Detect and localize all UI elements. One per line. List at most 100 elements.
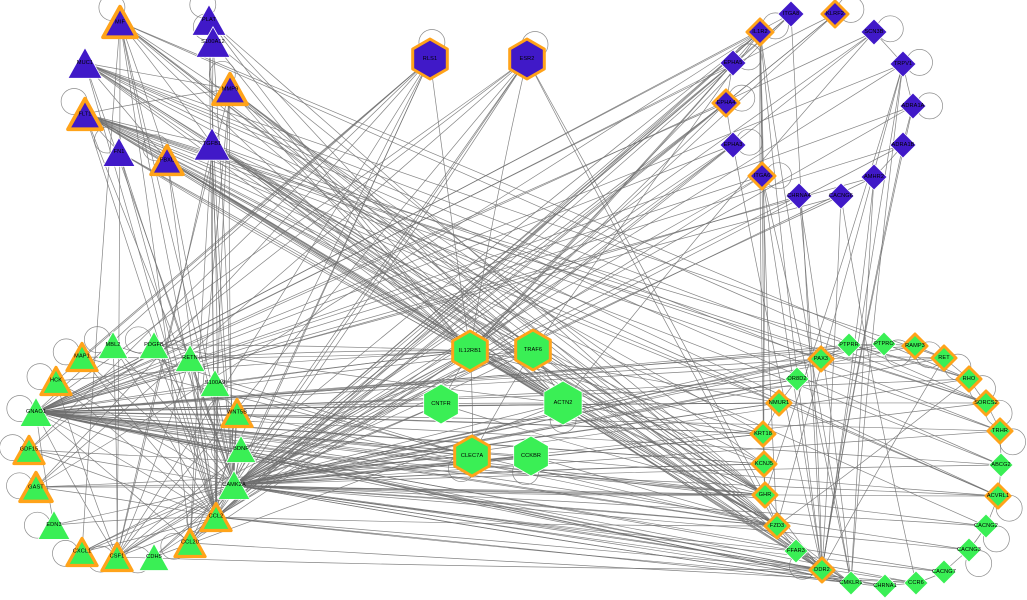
node-adra1a[interactable]: ADRA1A <box>897 90 929 122</box>
node-acvrl1[interactable]: ACVRL1 <box>981 479 1015 513</box>
node-shape-triangle <box>149 143 185 177</box>
node-cmklr1[interactable]: CMKLR1 <box>836 568 866 598</box>
node-cacng7[interactable]: CACNG7 <box>929 557 959 587</box>
node-abcg2[interactable]: ABCG2 <box>986 450 1016 480</box>
edge <box>84 62 999 497</box>
edge <box>469 102 727 352</box>
node-shape-triangle <box>97 331 129 359</box>
node-muc1[interactable]: MUC1 <box>65 43 105 83</box>
node-gdf15[interactable]: GDF15 <box>9 430 50 471</box>
node-epha5[interactable]: EPHA5 <box>717 47 749 79</box>
edge <box>35 378 798 413</box>
node-ghr[interactable]: GHR <box>748 478 782 512</box>
node-epha3[interactable]: EPHA3 <box>717 129 749 161</box>
node-fbxl[interactable]: FBXL <box>145 138 188 181</box>
node-shape-diamond <box>984 482 1012 510</box>
node-shape-diamond <box>838 570 864 596</box>
node-wnt5b[interactable]: WNT5B <box>217 393 258 434</box>
node-chrna4[interactable]: CHRNA4 <box>783 180 815 212</box>
node-itga8[interactable]: ITGA8 <box>775 0 807 30</box>
node-cacng6[interactable]: CACNG6 <box>825 180 857 212</box>
node-actn2[interactable]: ACTN2 <box>538 378 588 428</box>
edge <box>35 411 766 496</box>
node-bdnf[interactable]: BDNF <box>223 431 259 467</box>
node-flt1[interactable]: FLT1 <box>62 91 107 136</box>
edge <box>81 350 471 553</box>
node-esr2[interactable]: ESR2 <box>502 34 552 84</box>
node-scn3b[interactable]: SCN3B <box>858 16 890 48</box>
node-adra1b[interactable]: ADRA1B <box>887 129 919 161</box>
node-shape-diamond <box>899 92 927 120</box>
edge <box>469 31 761 352</box>
edge <box>233 403 442 486</box>
node-shape-triangle <box>173 527 207 559</box>
node-shape-triangle <box>101 4 139 40</box>
node-ccr6[interactable]: CCR6 <box>901 568 931 598</box>
node-ptprr[interactable]: PTPRR <box>834 330 864 360</box>
node-itga6[interactable]: ITGA6 <box>744 158 780 194</box>
node-traf6[interactable]: TRAF6 <box>508 325 558 375</box>
node-krt18[interactable]: KRT18 <box>746 417 780 451</box>
edge <box>35 63 904 413</box>
edge <box>189 31 761 544</box>
edge <box>35 357 945 413</box>
node-kcnj5[interactable]: KCNJ5 <box>747 447 781 481</box>
node-shape-diamond <box>784 366 810 392</box>
edge <box>35 411 191 544</box>
node-s100a12[interactable]: S100A12 <box>193 22 233 62</box>
node-shape-triangle <box>102 137 136 167</box>
edge <box>233 463 765 486</box>
node-cckbr[interactable]: CCKBR <box>508 433 554 479</box>
node-gnao1[interactable]: GNAO1 <box>17 393 55 431</box>
node-gast[interactable]: GAST <box>14 465 57 508</box>
node-mmp9[interactable]: MMP9 <box>207 66 252 111</box>
edge <box>233 464 1002 486</box>
node-rls1[interactable]: RLS1 <box>405 34 455 84</box>
edge <box>35 343 885 413</box>
node-clec7a[interactable]: CLEC7A <box>447 431 497 481</box>
node-shape-hexagon <box>423 383 459 425</box>
edge <box>84 62 945 359</box>
edge <box>119 21 970 380</box>
node-pdgfb[interactable]: PDGFB <box>136 327 172 363</box>
edge <box>35 411 235 486</box>
edge <box>166 159 217 518</box>
node-mif[interactable]: MIF <box>97 0 142 45</box>
edge <box>530 455 778 527</box>
edge <box>848 344 970 380</box>
edge <box>35 144 734 413</box>
node-ddr2[interactable]: DDR2 <box>805 553 839 587</box>
node-epha4[interactable]: EPHA4 <box>708 85 744 121</box>
node-fn1[interactable]: FN1 <box>100 133 138 171</box>
node-tgfb1[interactable]: TGFB1 <box>191 123 233 165</box>
node-ptpro[interactable]: PTPRO <box>869 329 899 359</box>
node-chrna1[interactable]: CHRNA1 <box>870 571 900 600</box>
node-nmur1[interactable]: NMUR1 <box>762 386 796 420</box>
node-shape-diamond <box>719 131 747 159</box>
node-shape-diamond <box>860 18 888 46</box>
node-il1r2[interactable]: IL1R2 <box>742 14 778 50</box>
node-klrf2[interactable]: KLRF2 <box>817 0 853 32</box>
edge <box>84 62 764 435</box>
node-il12rb1[interactable]: IL12RB1 <box>445 326 495 376</box>
edge <box>35 411 852 584</box>
edge <box>35 411 765 465</box>
node-ccl20[interactable]: CCL20 <box>170 523 211 564</box>
edge <box>229 88 778 527</box>
node-cdh5[interactable]: CDH5 <box>136 539 172 575</box>
edge <box>35 58 431 488</box>
edge <box>55 350 471 382</box>
node-amhr2[interactable]: AMHR2 <box>858 161 890 193</box>
node-shape-hexagon <box>513 435 549 477</box>
edge <box>526 58 778 527</box>
node-csf1[interactable]: CSF1 <box>97 537 138 578</box>
node-trpv1[interactable]: TRPV1 <box>887 48 919 80</box>
edge <box>759 31 765 435</box>
edge <box>790 13 823 571</box>
edge <box>798 195 823 571</box>
node-trhr[interactable]: TRHR <box>983 414 1017 448</box>
node-cntfr[interactable]: CNTFR <box>418 381 464 427</box>
edge <box>153 344 564 404</box>
edge <box>233 484 999 497</box>
